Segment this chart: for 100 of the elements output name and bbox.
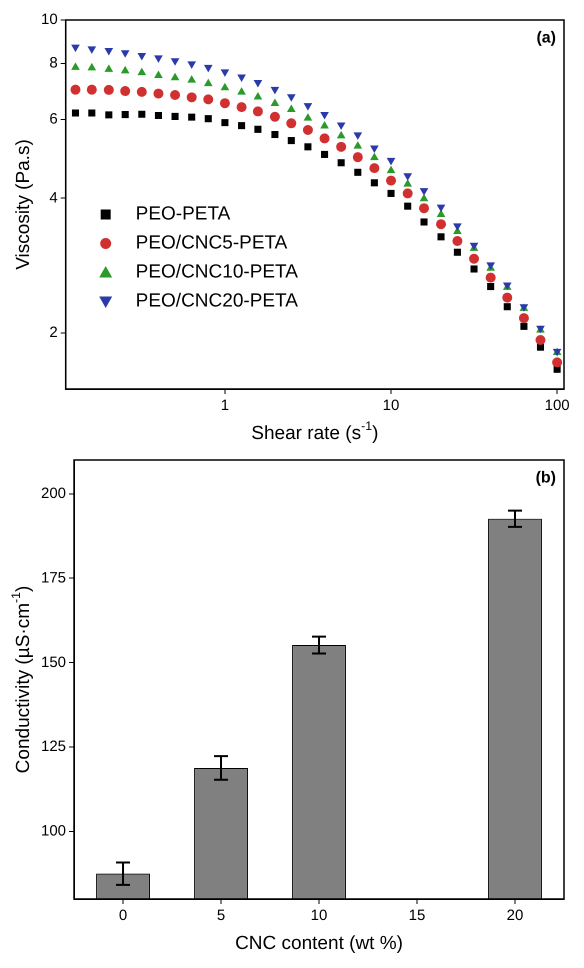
point <box>336 130 346 138</box>
x-tick-label: 1 <box>220 397 230 414</box>
point <box>186 92 197 102</box>
point <box>470 265 478 273</box>
y-tick-label: 4 <box>49 189 58 206</box>
point <box>436 219 446 230</box>
point <box>270 112 280 122</box>
y-tick-label: 200 <box>40 484 66 502</box>
x-tick-label: 20 <box>506 907 524 924</box>
point <box>154 112 162 120</box>
point <box>120 50 130 58</box>
point <box>454 248 461 256</box>
y-axis-title: Conductivity (µS·cm-1) <box>8 586 34 774</box>
point <box>420 194 428 202</box>
point <box>353 141 362 149</box>
point <box>220 98 230 108</box>
point <box>286 94 296 102</box>
point <box>502 292 512 303</box>
y-tick-label: 6 <box>49 110 58 128</box>
point <box>369 163 380 174</box>
y-tick-label: 100 <box>40 822 66 840</box>
point <box>336 142 346 152</box>
point <box>402 188 413 198</box>
point <box>520 322 528 330</box>
point <box>304 113 312 121</box>
point <box>120 66 130 74</box>
point <box>237 87 246 95</box>
point <box>386 166 396 174</box>
x-axis-title: CNC content (wt %) <box>235 933 403 954</box>
point <box>170 72 180 80</box>
point <box>420 218 428 226</box>
point <box>220 69 230 77</box>
point <box>204 115 212 122</box>
point <box>352 152 363 162</box>
point <box>271 130 278 138</box>
x-tick-label: 0 <box>118 907 128 924</box>
point <box>270 86 280 94</box>
point <box>104 64 114 72</box>
point <box>286 118 296 128</box>
point <box>321 150 328 158</box>
point <box>535 334 546 345</box>
x-tick-label: 10 <box>382 397 400 414</box>
y-tick-label: 8 <box>49 54 58 72</box>
point <box>302 125 313 136</box>
point <box>187 61 196 69</box>
point <box>104 84 114 95</box>
point <box>203 94 214 104</box>
point <box>138 110 146 118</box>
point <box>386 158 396 166</box>
point <box>120 86 130 96</box>
y-tick-label: 10 <box>40 11 58 28</box>
point <box>170 58 180 66</box>
annotation: (b) <box>536 469 556 486</box>
point <box>252 106 263 116</box>
y-tick-label: 125 <box>40 738 66 756</box>
point <box>288 137 295 144</box>
point <box>220 82 230 90</box>
point <box>104 48 114 56</box>
y-tick-label: 175 <box>40 569 66 586</box>
point <box>204 64 213 72</box>
point <box>238 122 246 130</box>
point <box>136 86 147 97</box>
legend-label: PEO/CNC5-PETA <box>136 232 288 254</box>
point <box>354 168 362 176</box>
point <box>552 357 562 368</box>
point <box>237 74 246 82</box>
point <box>137 53 146 61</box>
x-tick-label: 15 <box>408 907 426 924</box>
point <box>188 114 196 121</box>
point <box>370 179 378 186</box>
point <box>72 109 80 117</box>
x-tick-label: 5 <box>216 907 226 924</box>
point <box>254 126 262 133</box>
point <box>469 254 480 264</box>
point <box>403 179 412 187</box>
point <box>70 84 80 95</box>
point <box>286 104 296 112</box>
point <box>122 111 129 118</box>
point <box>336 122 346 130</box>
point <box>370 145 379 153</box>
point <box>204 78 213 86</box>
point <box>436 204 446 212</box>
point <box>254 80 262 88</box>
point <box>320 133 330 144</box>
point <box>236 102 247 112</box>
annotation: (a) <box>536 29 556 46</box>
x-tick-label: 10 <box>310 907 328 924</box>
point <box>154 55 163 63</box>
point <box>504 303 511 310</box>
legend-label: PEO/CNC20-PETA <box>136 290 298 312</box>
y-tick-label: 150 <box>40 654 66 671</box>
point <box>486 272 496 283</box>
y-axis-title: Viscosity (Pa.s) <box>13 139 34 270</box>
point <box>304 143 312 150</box>
point <box>137 68 146 76</box>
point <box>518 313 529 324</box>
point <box>419 203 430 214</box>
point <box>221 119 228 126</box>
point <box>172 112 179 120</box>
point <box>254 92 262 100</box>
